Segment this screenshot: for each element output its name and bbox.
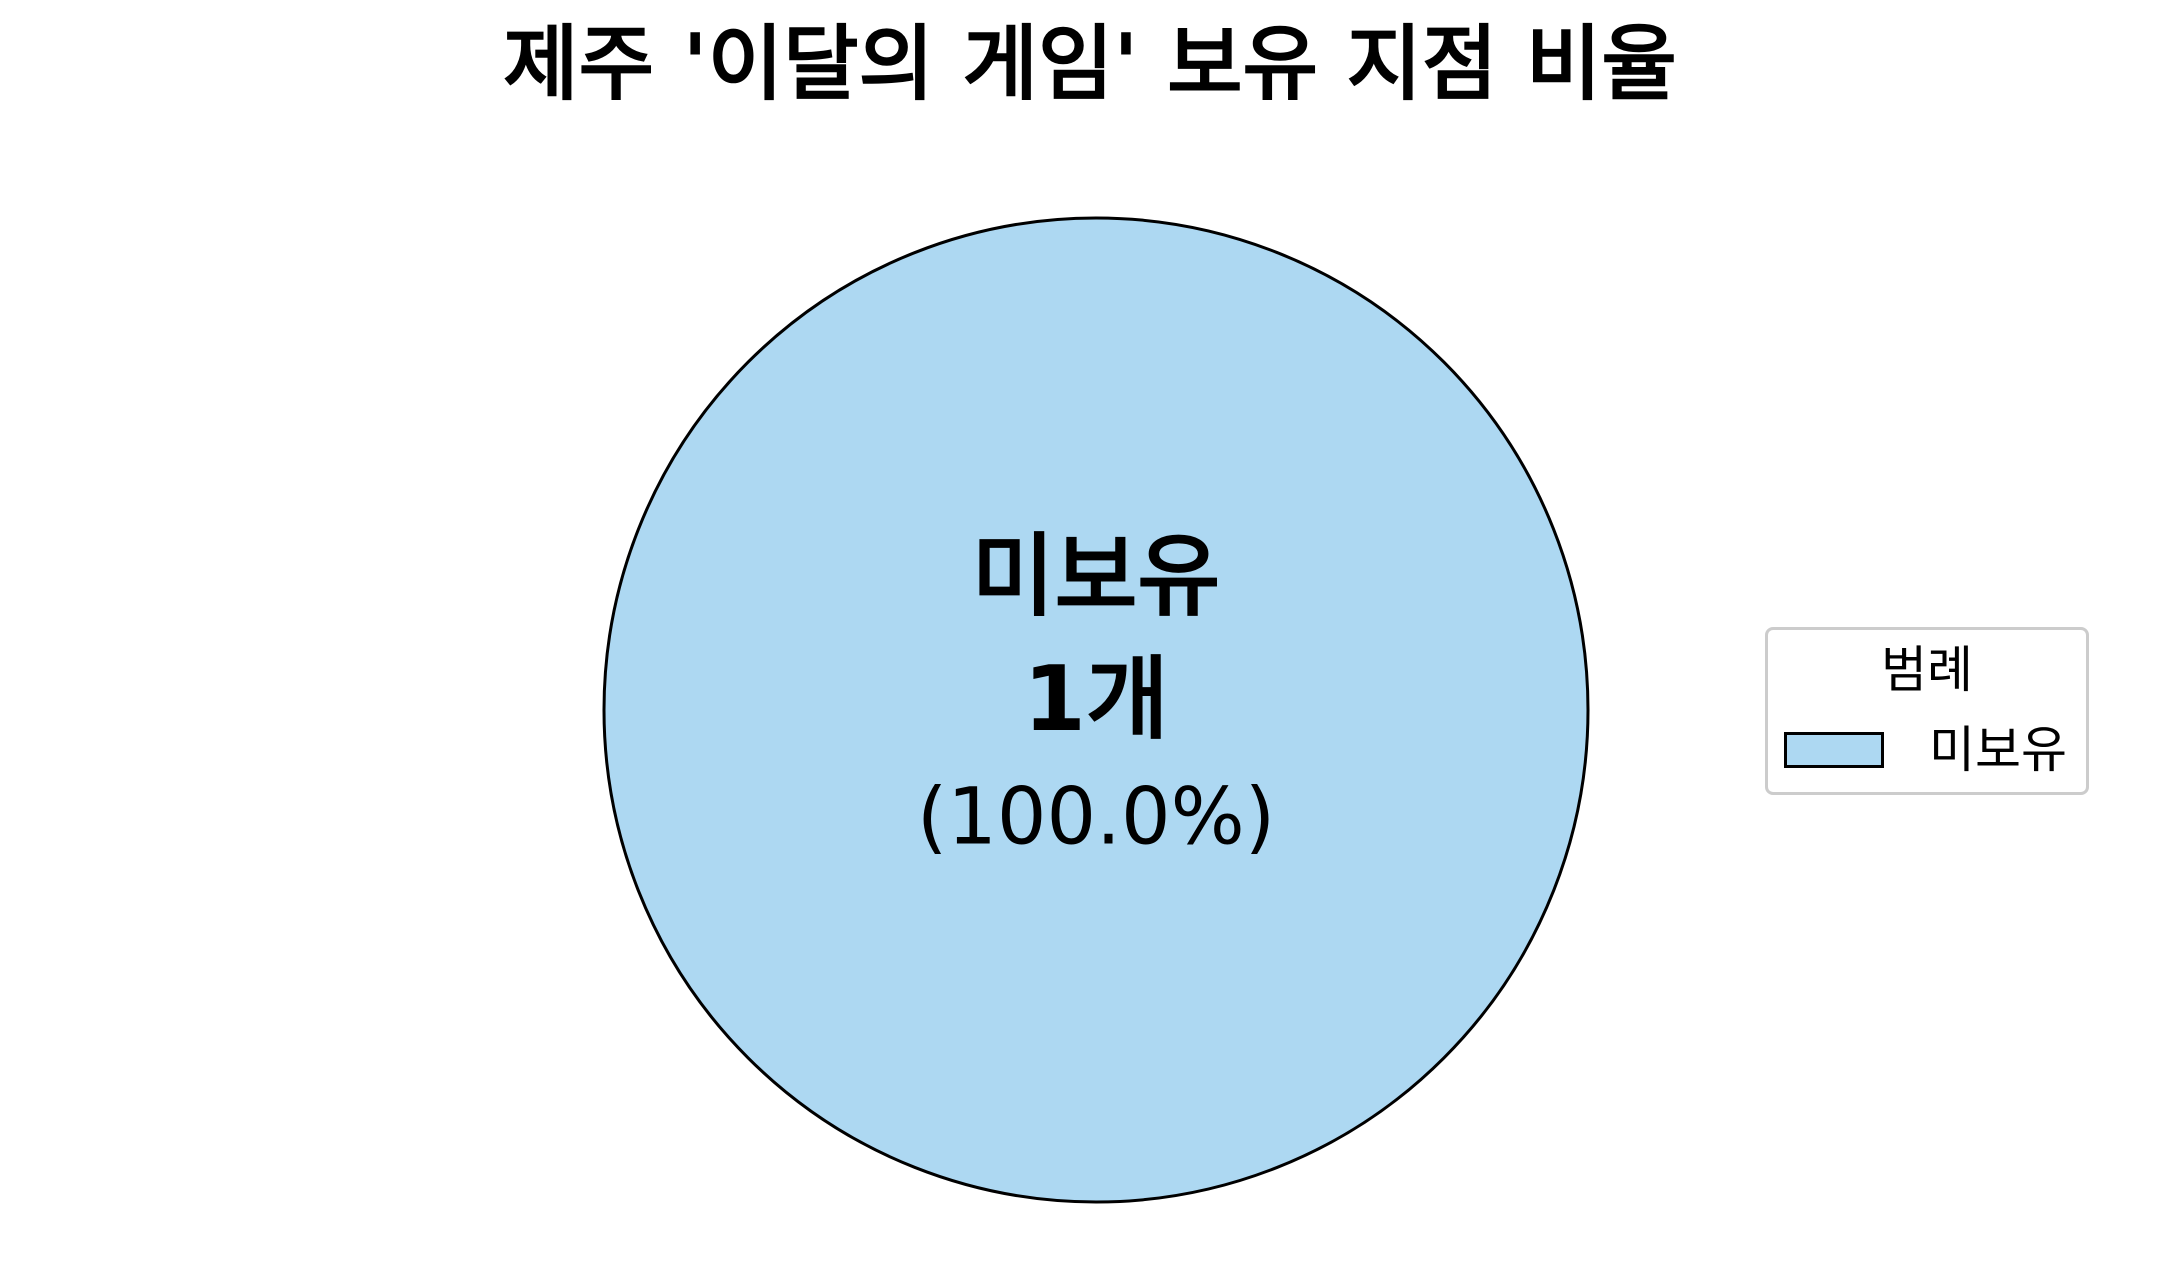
legend-title: 범례: [1881, 641, 1973, 699]
legend-swatch: [1784, 732, 1884, 768]
slice-label-count: 1개: [1023, 647, 1168, 752]
chart-legend: 범례 미보유: [1765, 627, 2089, 795]
chart-title: 제주 '이달의 게임' 보유 지점 비율: [503, 17, 1677, 112]
slice-label-percent: (100.0%): [917, 772, 1275, 862]
pie-labels: 미보유 1개 (100.0%): [917, 524, 1275, 863]
pie-slices: [602, 216, 1590, 1204]
legend-label: 미보유: [1929, 721, 2067, 779]
slice-label-name: 미보유: [972, 524, 1220, 629]
pie-slice-0: [602, 216, 1590, 1204]
legend-item: 미보유: [1784, 725, 2067, 775]
